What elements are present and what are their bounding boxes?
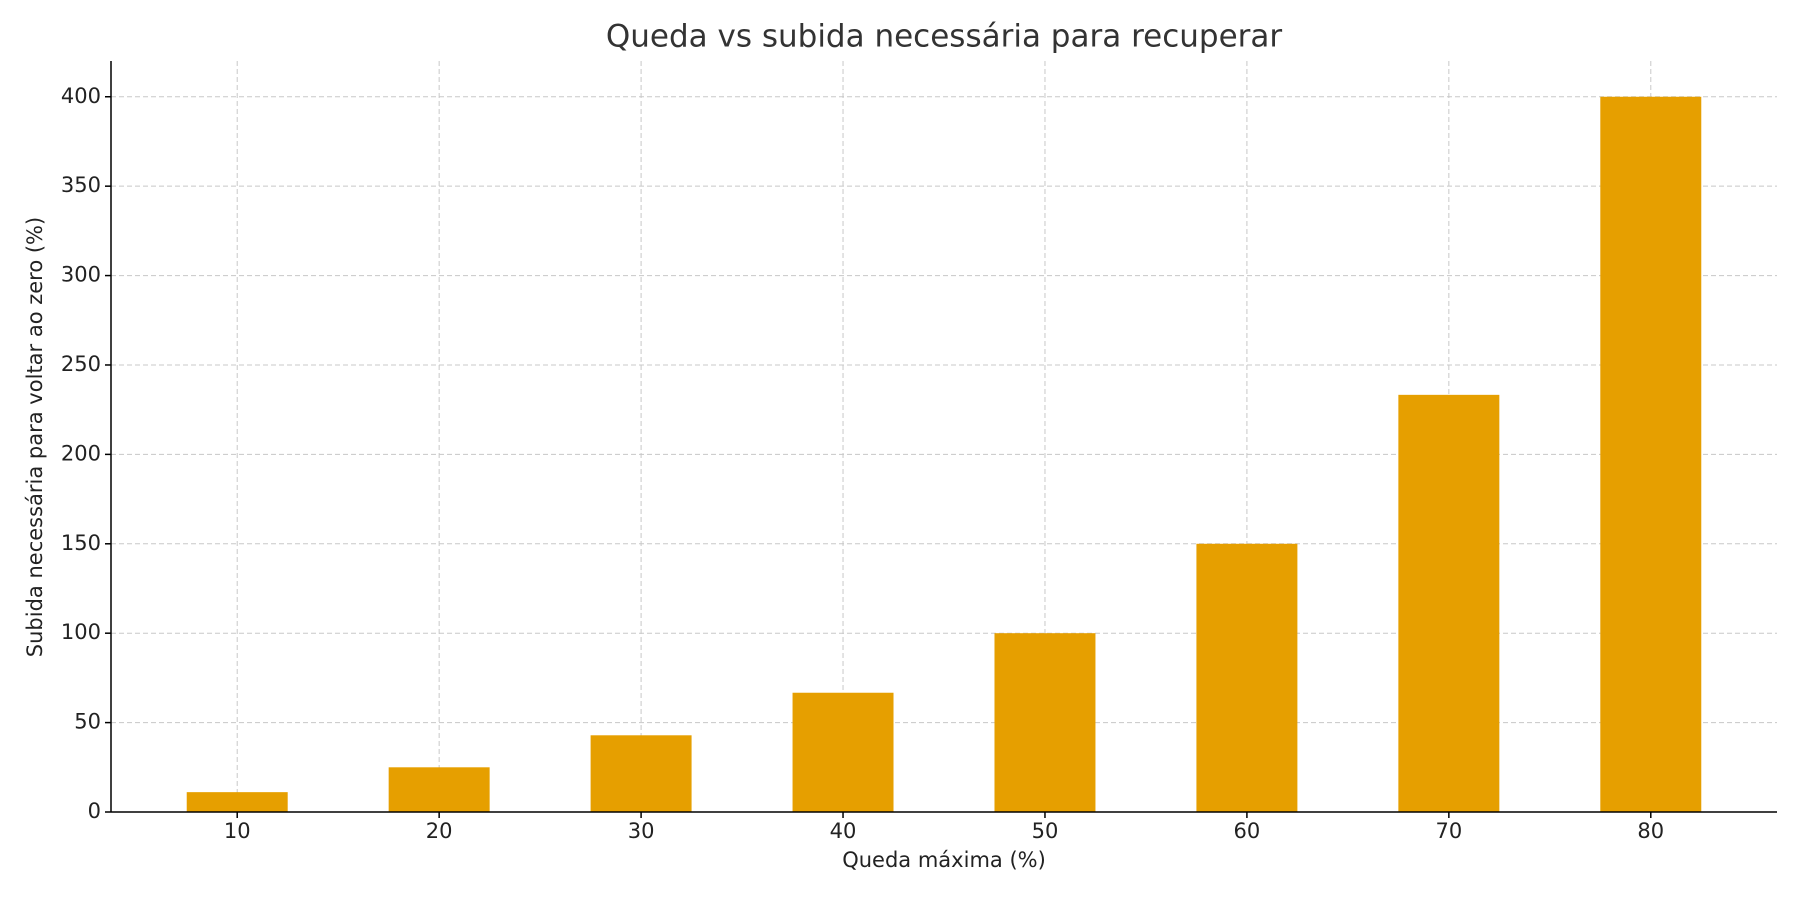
x-tick-label: 40 [830,819,857,843]
x-tick-label: 30 [628,819,655,843]
bar [1398,394,1500,812]
bar [590,735,692,812]
y-tick-label: 0 [88,799,101,823]
x-tick-label: 80 [1637,819,1664,843]
chart-title: Queda vs subida necessária para recupera… [606,19,1283,55]
y-tick-label: 200 [61,441,101,465]
bar [388,767,490,812]
y-tick-label: 250 [61,352,101,376]
x-axis-label: Queda máxima (%) [842,848,1046,872]
bar [792,692,894,812]
y-tick-label: 150 [61,531,101,555]
bar [1600,96,1702,812]
x-tick-label: 20 [426,819,453,843]
y-tick-label: 300 [61,263,101,287]
x-tick-label: 70 [1435,819,1462,843]
bar [1196,543,1298,812]
y-tick-label: 100 [61,620,101,644]
y-tick-label: 350 [61,173,101,197]
x-tick-label: 60 [1234,819,1261,843]
y-tick-label: 50 [74,710,101,734]
x-tick-label: 10 [224,819,251,843]
x-tick-label: 50 [1032,819,1059,843]
bar [994,633,1096,812]
y-tick-label: 400 [61,84,101,108]
bar [186,792,288,812]
y-axis-label: Subida necessária para voltar ao zero (%… [23,217,47,657]
